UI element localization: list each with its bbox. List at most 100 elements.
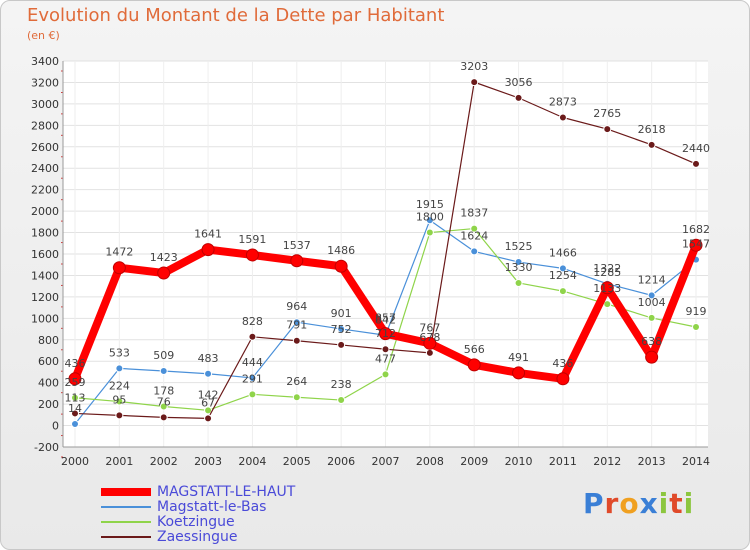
data-label: 491 [508, 351, 529, 364]
y-tick-label: 2600 [31, 141, 59, 154]
y-tick-label: 1200 [31, 291, 59, 304]
data-label: 566 [464, 343, 485, 356]
data-label: 1285 [593, 266, 621, 279]
x-tick-label: 2009 [460, 455, 488, 468]
data-point [337, 324, 346, 333]
data-label: 1466 [549, 246, 577, 259]
data-label: 712 [375, 327, 396, 340]
x-tick-label: 2002 [150, 455, 178, 468]
data-label: 638 [641, 335, 662, 348]
data-label: 842 [375, 313, 396, 326]
data-point [647, 140, 656, 149]
x-tick-label: 2011 [549, 455, 577, 468]
data-point [381, 345, 390, 354]
brand-letter: r [604, 487, 620, 520]
data-label: 2440 [682, 142, 710, 155]
data-point [645, 350, 659, 364]
legend-label: Zaessingue [157, 529, 238, 545]
brand-letter: i [683, 487, 695, 520]
data-label: 259 [65, 376, 86, 389]
data-label: 1004 [638, 296, 666, 309]
data-point [425, 216, 434, 225]
data-label: 477 [375, 352, 396, 365]
y-tick-label: 1400 [31, 269, 59, 282]
legend-label: Koetzingue [157, 514, 235, 530]
data-label: 857 [375, 312, 396, 325]
data-point [68, 372, 82, 386]
data-label: 1682 [682, 223, 710, 236]
data-label: 1837 [460, 207, 488, 220]
data-point [692, 159, 700, 168]
data-label: 3203 [460, 60, 488, 73]
x-tick-label: 2005 [283, 455, 311, 468]
chart-title: Evolution du Montant de la Dette par Hab… [27, 5, 445, 26]
y-tick-label: 600 [38, 355, 59, 368]
data-point [512, 366, 526, 380]
data-point [159, 402, 168, 411]
data-label: 2873 [549, 96, 577, 109]
data-label: 142 [198, 388, 219, 401]
data-label: 1486 [327, 244, 355, 257]
data-label: 678 [419, 331, 440, 344]
data-point [337, 396, 346, 405]
y-tick-label: 1800 [31, 227, 59, 240]
y-tick-label: 2200 [31, 184, 59, 197]
data-point [425, 348, 434, 357]
data-label: 14 [68, 402, 82, 415]
x-tick-label: 2000 [61, 455, 89, 468]
legend-label: MAGSTATT-LE-HAUT [157, 484, 296, 500]
data-label: 67 [201, 396, 215, 409]
data-point [71, 393, 79, 402]
data-label: 3056 [505, 76, 533, 89]
x-tick-label: 2012 [593, 455, 621, 468]
y-tick-label: 0 [52, 420, 59, 433]
data-point [248, 373, 257, 382]
data-point [115, 364, 124, 373]
data-label: 1915 [416, 198, 444, 211]
x-tick-label: 2006 [327, 455, 355, 468]
data-point [112, 261, 126, 275]
data-point [647, 291, 656, 300]
data-point [71, 409, 79, 418]
y-tick-label: -200 [34, 441, 59, 454]
data-point [425, 228, 434, 237]
data-label: 533 [109, 346, 130, 359]
data-label: 76 [157, 395, 171, 408]
data-label: 224 [109, 380, 130, 393]
data-point [115, 397, 124, 406]
brand-letter: x [639, 487, 659, 520]
legend-swatch [101, 536, 151, 538]
x-tick-label: 2007 [372, 455, 400, 468]
data-label: 1547 [682, 238, 710, 251]
data-point [248, 390, 257, 399]
y-tick-label: 3200 [31, 76, 59, 89]
data-point [115, 411, 124, 420]
data-label: 919 [686, 305, 707, 318]
y-tick-label: 2800 [31, 119, 59, 132]
proxiti-logo: Proxiti [583, 487, 694, 520]
y-tick-label: 400 [38, 377, 59, 390]
data-label: 767 [419, 321, 440, 334]
data-point [204, 414, 213, 423]
x-tick-label: 2001 [105, 455, 133, 468]
data-point [292, 393, 301, 402]
data-point [423, 336, 437, 350]
legend-swatch [101, 506, 151, 508]
data-point [514, 278, 523, 287]
data-label: 1525 [505, 240, 533, 253]
data-label: 1800 [416, 211, 444, 224]
y-tick-label: 2400 [31, 162, 59, 175]
y-tick-label: 2000 [31, 205, 59, 218]
data-point [381, 370, 390, 379]
data-label: 436 [552, 357, 573, 370]
data-point [157, 266, 171, 280]
data-label: 752 [331, 323, 352, 336]
data-label: 1322 [593, 262, 621, 275]
data-point [600, 281, 614, 295]
data-label: 828 [242, 315, 263, 328]
data-label: 1330 [505, 261, 533, 274]
data-point [470, 224, 479, 233]
data-label: 1254 [549, 269, 577, 282]
data-label: 2765 [593, 107, 621, 120]
